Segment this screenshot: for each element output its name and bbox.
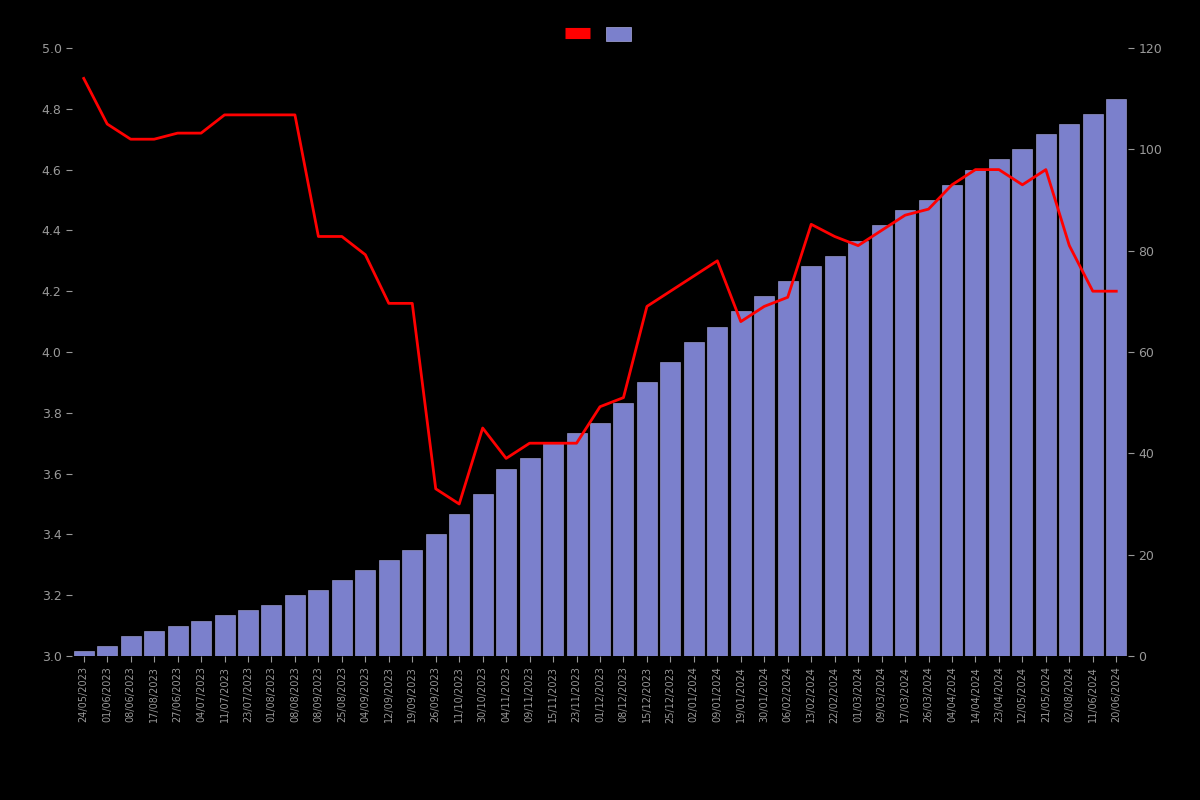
- Bar: [731, 311, 751, 656]
- Bar: [379, 560, 398, 656]
- Bar: [613, 402, 634, 656]
- Bar: [871, 226, 892, 656]
- Bar: [402, 550, 422, 656]
- Bar: [544, 443, 563, 656]
- Bar: [966, 170, 985, 656]
- Bar: [895, 210, 916, 656]
- Bar: [332, 580, 352, 656]
- Bar: [1036, 134, 1056, 656]
- Bar: [566, 433, 587, 656]
- Bar: [191, 621, 211, 656]
- Bar: [778, 281, 798, 656]
- Bar: [426, 534, 445, 656]
- Bar: [1082, 114, 1103, 656]
- Bar: [590, 423, 610, 656]
- Bar: [473, 494, 493, 656]
- Bar: [660, 362, 680, 656]
- Bar: [707, 326, 727, 656]
- Bar: [449, 514, 469, 656]
- Bar: [97, 646, 118, 656]
- Bar: [1106, 98, 1127, 656]
- Bar: [824, 256, 845, 656]
- Bar: [918, 200, 938, 656]
- Bar: [1060, 124, 1079, 656]
- Bar: [238, 610, 258, 656]
- Bar: [1013, 150, 1032, 656]
- Bar: [168, 626, 187, 656]
- Bar: [215, 615, 234, 656]
- Bar: [637, 382, 656, 656]
- Bar: [144, 630, 164, 656]
- Bar: [802, 266, 821, 656]
- Bar: [848, 241, 868, 656]
- Bar: [942, 185, 962, 656]
- Bar: [989, 159, 1009, 656]
- Bar: [308, 590, 329, 656]
- Bar: [262, 606, 282, 656]
- Bar: [496, 469, 516, 656]
- Bar: [684, 342, 704, 656]
- Bar: [121, 636, 140, 656]
- Bar: [284, 595, 305, 656]
- Bar: [755, 296, 774, 656]
- Bar: [520, 458, 540, 656]
- Legend: , : ,: [559, 22, 641, 47]
- Bar: [73, 651, 94, 656]
- Bar: [355, 570, 376, 656]
